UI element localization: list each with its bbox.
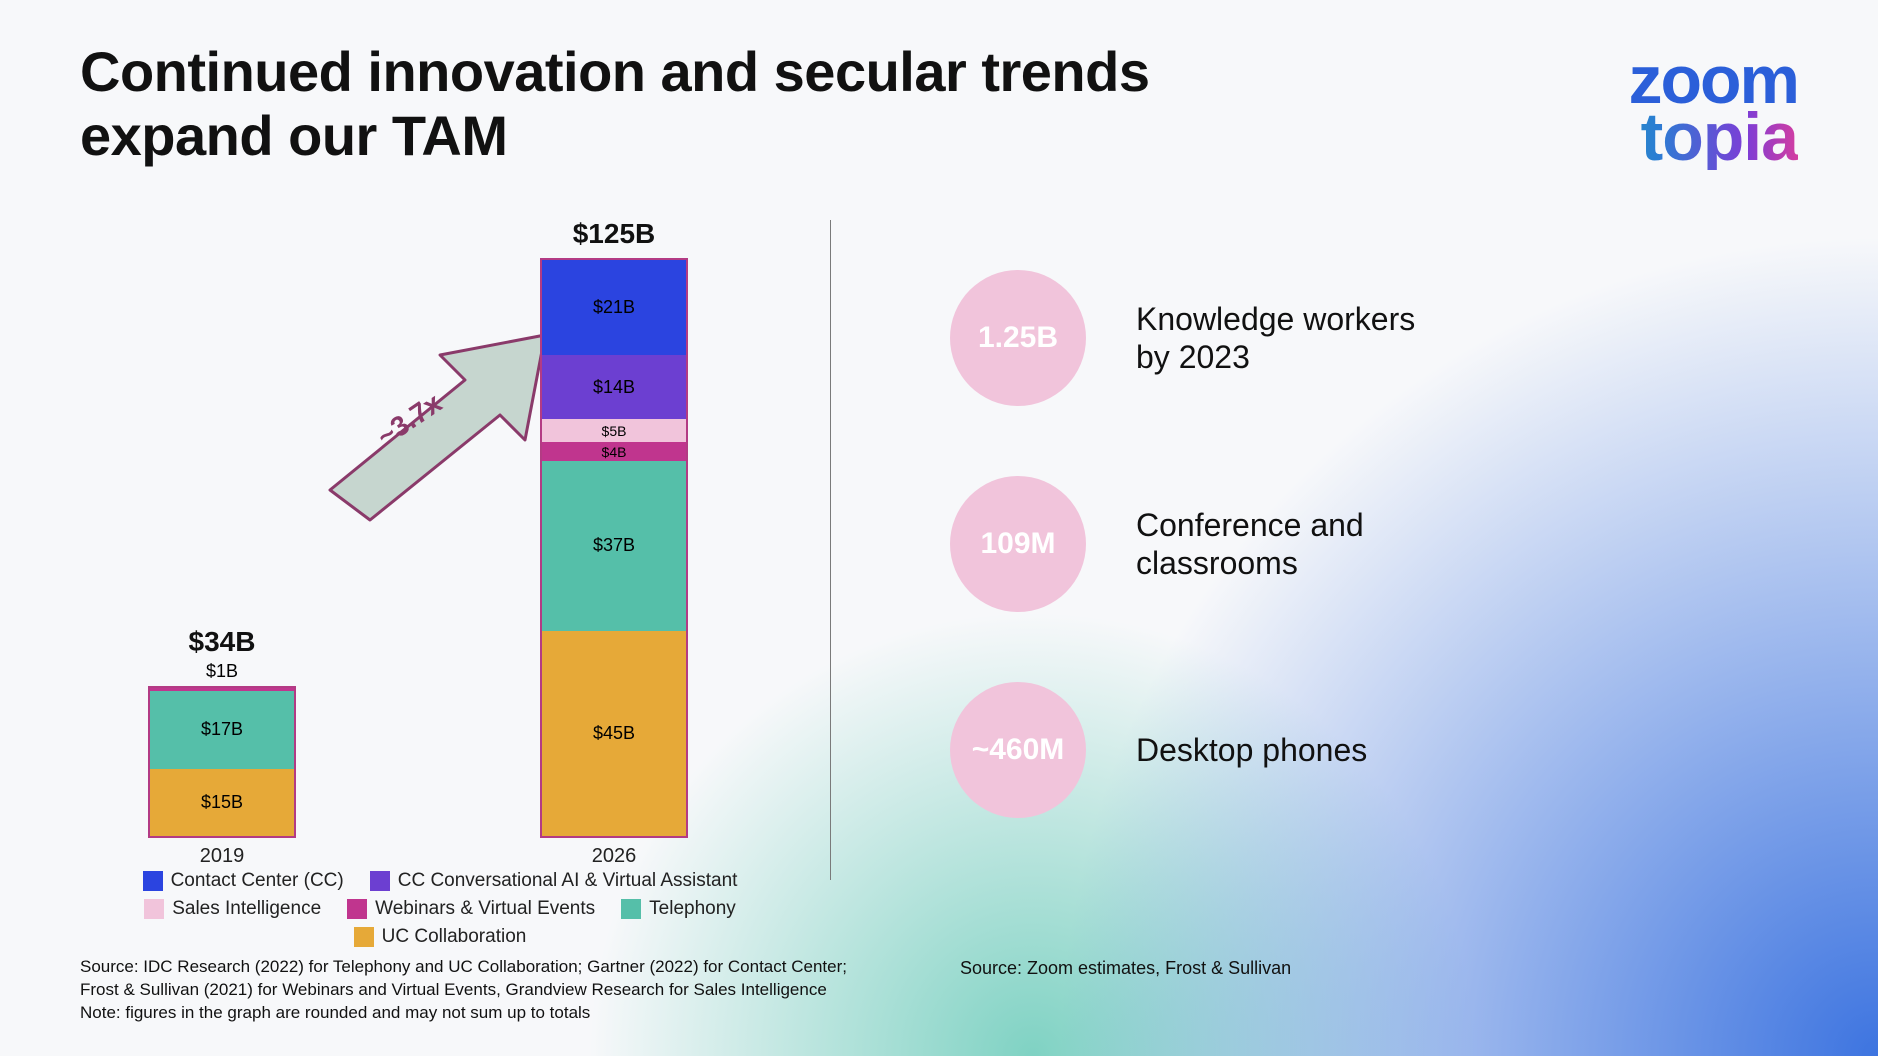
title-line-2: expand our TAM: [80, 104, 508, 167]
source-footnote-right: Source: Zoom estimates, Frost & Sullivan: [960, 958, 1291, 979]
segment-2026-uc: $45B: [540, 631, 688, 838]
legend-label-web: Webinars & Virtual Events: [375, 898, 595, 920]
segment-2026-web: $4B: [540, 442, 688, 460]
stat-label-0: Knowledge workersby 2023: [1136, 300, 1415, 377]
stat-bubble-1: 109M: [950, 476, 1086, 612]
legend-swatch-uc: [354, 927, 374, 947]
stat-label-2: Desktop phones: [1136, 731, 1367, 769]
segment-2026-cc: $21B: [540, 258, 688, 355]
legend-item-uc: UC Collaboration: [354, 926, 527, 948]
bar-2019: $15B$17B: [148, 686, 296, 838]
vertical-divider: [830, 220, 831, 880]
zoomtopia-logo: zoom topia: [1541, 50, 1798, 170]
bar-total-2019: $34B: [148, 626, 296, 658]
arrow-shape: [330, 335, 545, 520]
legend-label-tel: Telephony: [649, 898, 736, 920]
segment-2019-uc: $15B: [148, 769, 296, 838]
legend-item-cc: Contact Center (CC): [143, 870, 344, 892]
legend-swatch-si: [144, 899, 164, 919]
source-line-2: Frost & Sullivan (2021) for Webinars and…: [80, 980, 827, 999]
legend-item-tel: Telephony: [621, 898, 736, 920]
stat-row-2: ~460M Desktop phones: [950, 682, 1415, 818]
bar-total-2026: $125B: [540, 218, 688, 250]
segment-2026-ccai: $14B: [540, 355, 688, 419]
legend-swatch-web: [347, 899, 367, 919]
legend-item-ccai: CC Conversational AI & Virtual Assistant: [370, 870, 738, 892]
source-line-3: Note: figures in the graph are rounded a…: [80, 1003, 590, 1022]
bar-year-2019: 2019: [148, 845, 296, 868]
stats-bubbles: 1.25B Knowledge workersby 2023 109M Confere…: [950, 270, 1415, 818]
stat-bubble-2: ~460M: [950, 682, 1086, 818]
logo-topia: topia: [1541, 105, 1798, 170]
legend-item-si: Sales Intelligence: [144, 898, 321, 920]
title-line-1: Continued innovation and secular trends: [80, 40, 1150, 103]
legend-label-cc: Contact Center (CC): [171, 870, 344, 892]
legend-label-si: Sales Intelligence: [172, 898, 321, 920]
legend-item-web: Webinars & Virtual Events: [347, 898, 595, 920]
legend-label-uc: UC Collaboration: [382, 926, 527, 948]
legend-swatch-tel: [621, 899, 641, 919]
source-footnote-left: Source: IDC Research (2022) for Telephon…: [80, 956, 847, 1025]
segment-2026-si: $5B: [540, 419, 688, 442]
bar-year-2026: 2026: [540, 845, 688, 868]
source-line-1: Source: IDC Research (2022) for Telephon…: [80, 957, 847, 976]
legend-label-ccai: CC Conversational AI & Virtual Assistant: [398, 870, 738, 892]
page-title: Continued innovation and secular trends …: [80, 40, 1150, 169]
stat-row-0: 1.25B Knowledge workersby 2023: [950, 270, 1415, 406]
stat-label-1: Conference andclassrooms: [1136, 506, 1364, 583]
legend-swatch-cc: [143, 871, 163, 891]
segment-label-outside-2019-web: $1B: [148, 661, 296, 682]
legend-swatch-ccai: [370, 871, 390, 891]
segment-2019-tel: $17B: [148, 691, 296, 769]
tam-stacked-bar-chart: ~3.7x $15B$17B$1B$34B2019$45B$37B$4B$5B$…: [100, 200, 780, 860]
chart-legend: Contact Center (CC) CC Conversational AI …: [100, 870, 780, 948]
bar-2026: $45B$37B$4B$5B$14B$21B: [540, 258, 688, 838]
growth-arrow: ~3.7x: [310, 300, 570, 530]
stat-bubble-0: 1.25B: [950, 270, 1086, 406]
stat-row-1: 109M Conference andclassrooms: [950, 476, 1415, 612]
segment-2026-tel: $37B: [540, 461, 688, 631]
